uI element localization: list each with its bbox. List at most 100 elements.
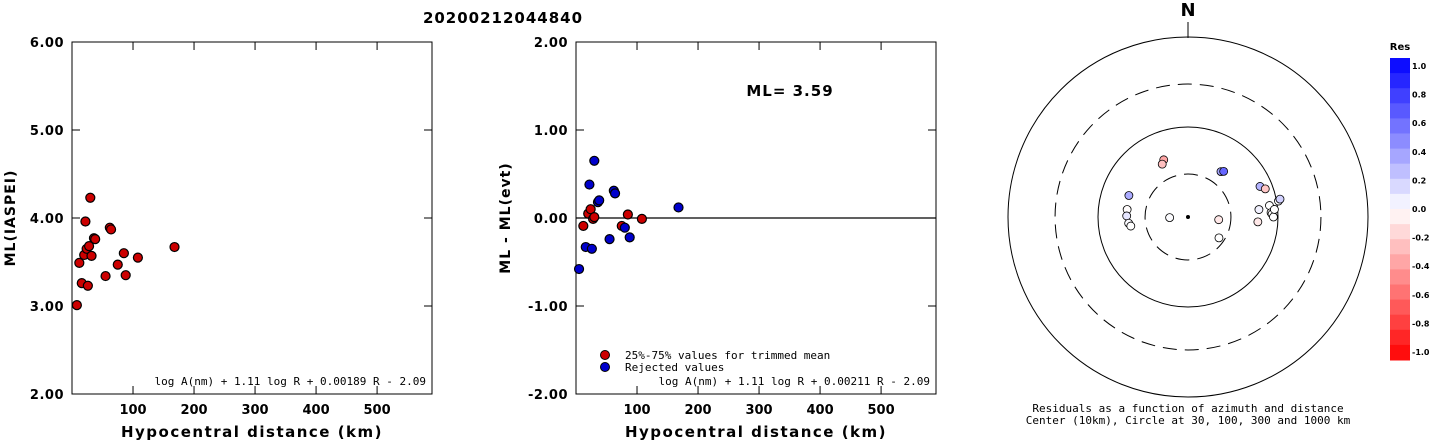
colorbar-label: 1.0 (1412, 62, 1427, 71)
x-tick-label: 400 (302, 403, 329, 418)
data-point (636, 213, 647, 224)
colorbar-label: -0.2 (1412, 234, 1430, 243)
station-point (1219, 166, 1229, 176)
colorbar-cell (1390, 178, 1410, 195)
y-tick-label: 1.00 (534, 124, 568, 139)
data-point (578, 220, 589, 232)
x-tick-label: 200 (180, 403, 207, 418)
x-tick-label: 300 (745, 403, 772, 418)
y-tick-label: 6.00 (30, 36, 64, 51)
colorbar-title: Res (1390, 42, 1410, 53)
colorbar-cell (1390, 314, 1410, 331)
colorbar-cell (1390, 224, 1410, 240)
legend-label-rejected: Rejected values (625, 361, 724, 374)
station-point (1157, 159, 1167, 169)
y-tick-label: 0.00 (534, 212, 568, 227)
data-point (90, 234, 101, 245)
data-point (100, 270, 111, 282)
data-point (105, 224, 117, 235)
y-tick-label: 4.00 (30, 212, 64, 227)
ml-vs-distance-panel: 2.00 3.00 4.00 5.00 6.00 100 200 300 400 500 ML(… (3, 36, 433, 441)
x-axis-ticks: 100 200 300 400 500 (119, 42, 391, 418)
colorbar-label: 0.8 (1412, 91, 1427, 100)
colorbar-label: 0.2 (1412, 176, 1426, 185)
caption-line-2: Center (10km), Circle at 30, 100, 300 an… (1026, 414, 1351, 427)
x-tick-label: 400 (806, 403, 833, 418)
x-tick-label: 100 (119, 403, 146, 418)
y-tick-label: 2.00 (534, 36, 568, 51)
formula-text: log A(nm) + 1.11 log R + 0.00211 R - 2.0… (658, 375, 930, 388)
colorbar-label: -1.0 (1412, 348, 1430, 357)
data-point (82, 280, 93, 291)
station-points (1122, 155, 1285, 243)
data-point (619, 222, 630, 233)
colorbar-cell (1390, 239, 1410, 255)
figure-title: 20200212044840 (423, 9, 583, 27)
y-tick-label: -1.00 (528, 300, 568, 315)
data-point (622, 209, 633, 220)
colorbar-cells (1390, 58, 1410, 361)
data-point (604, 234, 615, 245)
colorbar-cell (1390, 73, 1410, 89)
colorbar-cell (1390, 254, 1410, 270)
distance-rings (1007, 36, 1369, 398)
y-axis-label: ML(IASPEI) (3, 170, 19, 267)
data-point (120, 270, 131, 281)
data-point (609, 188, 621, 199)
station-point (1270, 205, 1279, 214)
colorbar-cell (1390, 163, 1410, 180)
y-tick-label: 2.00 (30, 388, 64, 403)
colorbar-cell (1390, 299, 1410, 316)
x-axis-label: Hypocentral distance (km) (121, 423, 383, 441)
colorbar-cell (1390, 269, 1410, 285)
north-label: N (1180, 0, 1195, 21)
x-axis-label: Hypocentral distance (km) (625, 423, 887, 441)
x-tick-label: 100 (623, 403, 650, 418)
data-point (74, 257, 85, 268)
colorbar-label: 0.6 (1412, 119, 1427, 128)
distance-ring (1054, 83, 1322, 351)
colorbar-label: -0.8 (1412, 319, 1430, 328)
data-point (624, 232, 635, 243)
data-point (85, 192, 96, 203)
y-tick-label: -2.00 (528, 388, 568, 403)
colorbar-label: 0.0 (1412, 205, 1427, 214)
distance-ring (1007, 36, 1369, 398)
distance-ring (1097, 126, 1279, 308)
colorbar-cell (1390, 58, 1410, 74)
data-point (594, 195, 605, 206)
colorbar-labels: 1.0 0.8 0.6 0.4 0.2 0.0 -0.2 -0.4 -0.6 -0.8 -1.0 (1412, 62, 1430, 357)
data-point (118, 248, 129, 259)
y-axis-ticks: -2.00 -1.00 0.00 1.00 2.00 (528, 36, 936, 403)
station-point (1165, 213, 1175, 223)
data-point (573, 263, 585, 275)
data-points (573, 155, 684, 275)
data-point (673, 202, 684, 213)
y-tick-label: 5.00 (30, 124, 64, 139)
colorbar-label: -0.6 (1412, 291, 1430, 300)
x-tick-label: 500 (364, 403, 391, 418)
colorbar-cell (1390, 133, 1410, 150)
legend-marker-rejected (600, 362, 610, 372)
colorbar-cell (1390, 284, 1410, 301)
data-point (86, 250, 97, 261)
colorbar-cell (1390, 148, 1410, 165)
y-axis-label: ML - ML(evt) (498, 162, 514, 273)
azimuth-residual-panel: N Residuals as a function of azimuth and… (1007, 0, 1369, 427)
colorbar-label: -0.4 (1412, 262, 1430, 271)
residual-colorbar: Res 1.0 0.8 0.6 0.4 0.2 0.0 -0.2 -0.4 -0.6 -0.8 -1… (1390, 42, 1430, 361)
colorbar-cell (1390, 118, 1410, 134)
colorbar-cell (1390, 344, 1410, 361)
data-point (589, 155, 600, 166)
colorbar-cell (1390, 193, 1410, 210)
legend-marker-trimmed (600, 350, 610, 360)
distance-ring (1144, 173, 1232, 261)
data-point (83, 241, 95, 252)
station-point (1275, 194, 1285, 204)
formula-text: log A(nm) + 1.11 log R + 0.00189 R - 2.0… (154, 375, 426, 388)
data-points (71, 192, 180, 311)
data-point (112, 259, 123, 270)
legend: 25%-75% values for trimmed mean Rejected… (600, 349, 830, 374)
data-point (71, 300, 82, 311)
